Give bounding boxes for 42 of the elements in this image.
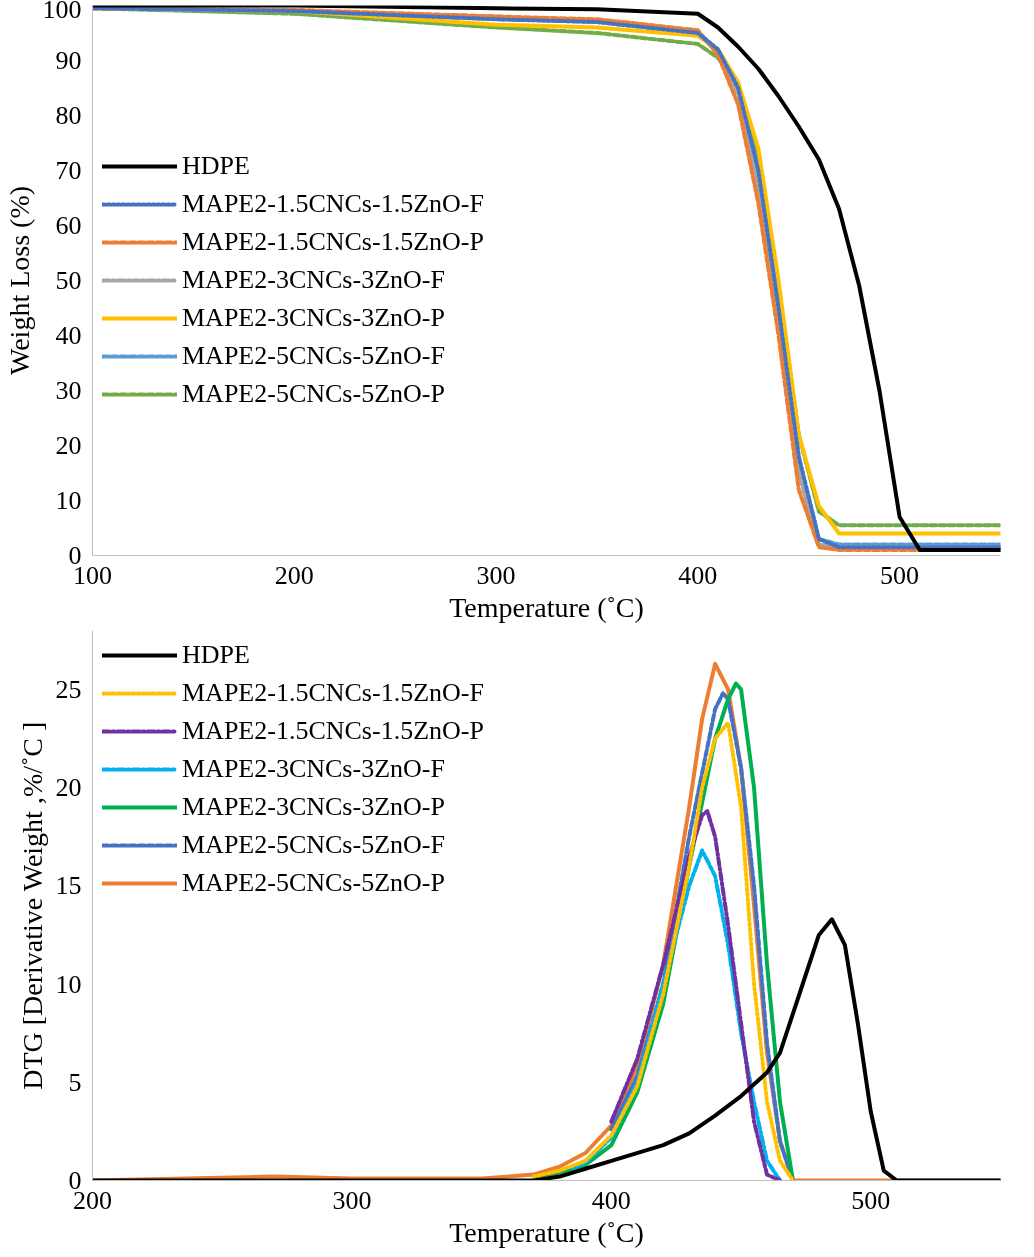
x-tick-label: 200: [274, 560, 314, 590]
y-axis-title: DTG [Derivative Weight ,%/˚C ]: [16, 721, 48, 1090]
legend-label: MAPE2-1.5CNCs-1.5ZnO-P: [182, 227, 484, 257]
legend-label: MAPE2-5CNCs-5ZnO-P: [182, 868, 445, 898]
legend-label: HDPE: [182, 640, 250, 670]
legend-label: MAPE2-1.5CNCs-1.5ZnO-P: [182, 716, 484, 746]
x-tick-label: 300: [476, 560, 516, 590]
legend-label: MAPE2-3CNCs-3ZnO-F: [182, 265, 445, 295]
x-tick-label: 300: [332, 1185, 372, 1215]
y-tick-label: 70: [55, 156, 82, 185]
legend-label: MAPE2-3CNCs-3ZnO-P: [182, 792, 445, 822]
legend-label: MAPE2-5CNCs-5ZnO-P: [182, 379, 445, 409]
x-axis-title: Temperature (˚C): [449, 591, 644, 623]
line-series: [609, 809, 782, 1181]
legend-label: MAPE2-5CNCs-5ZnO-F: [182, 341, 445, 371]
y-tick-label: 5: [68, 1067, 82, 1097]
x-tick-label: 400: [591, 1185, 631, 1215]
y-axis-title: Weight Loss (%): [3, 185, 35, 376]
x-tick-label: 400: [678, 560, 718, 590]
legend-label: MAPE2-1.5CNCs-1.5ZnO-F: [182, 189, 484, 219]
y-tick-label: 90: [55, 46, 82, 75]
x-axis-title: Temperature (˚C): [449, 1216, 644, 1248]
y-tick-label: 30: [55, 376, 82, 405]
legend-label: MAPE2-5CNCs-5ZnO-F: [182, 830, 445, 860]
x-tick-label: 500: [851, 1185, 891, 1215]
legend-label: HDPE: [182, 151, 250, 181]
y-tick-label: 80: [55, 101, 82, 130]
x-tick-label: 500: [880, 560, 920, 590]
y-tick-label: 20: [55, 431, 82, 460]
y-tick-label: 25: [55, 674, 82, 704]
legend-label: MAPE2-1.5CNCs-1.5ZnO-F: [182, 678, 484, 708]
y-tick-label: 50: [55, 266, 82, 295]
y-tick-label: 10: [55, 486, 82, 515]
y-tick-label: 10: [55, 969, 82, 999]
y-tick-label: 100: [42, 0, 82, 24]
y-tick-label: 40: [55, 321, 82, 350]
line-series: [570, 848, 782, 1181]
y-tick-label: 60: [55, 211, 82, 240]
legend-label: MAPE2-3CNCs-3ZnO-F: [182, 754, 445, 784]
y-tick-label: 15: [55, 871, 82, 901]
legend-label: MAPE2-3CNCs-3ZnO-P: [182, 303, 445, 333]
y-tick-label: 20: [55, 773, 82, 803]
